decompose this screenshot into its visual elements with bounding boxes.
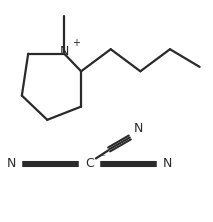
Text: ⁻: ⁻ (99, 153, 105, 163)
Text: N: N (7, 157, 16, 170)
Text: +: + (72, 38, 81, 48)
Text: N: N (59, 45, 69, 58)
Text: C: C (85, 157, 94, 170)
Text: N: N (163, 157, 173, 170)
Text: N: N (134, 122, 143, 135)
